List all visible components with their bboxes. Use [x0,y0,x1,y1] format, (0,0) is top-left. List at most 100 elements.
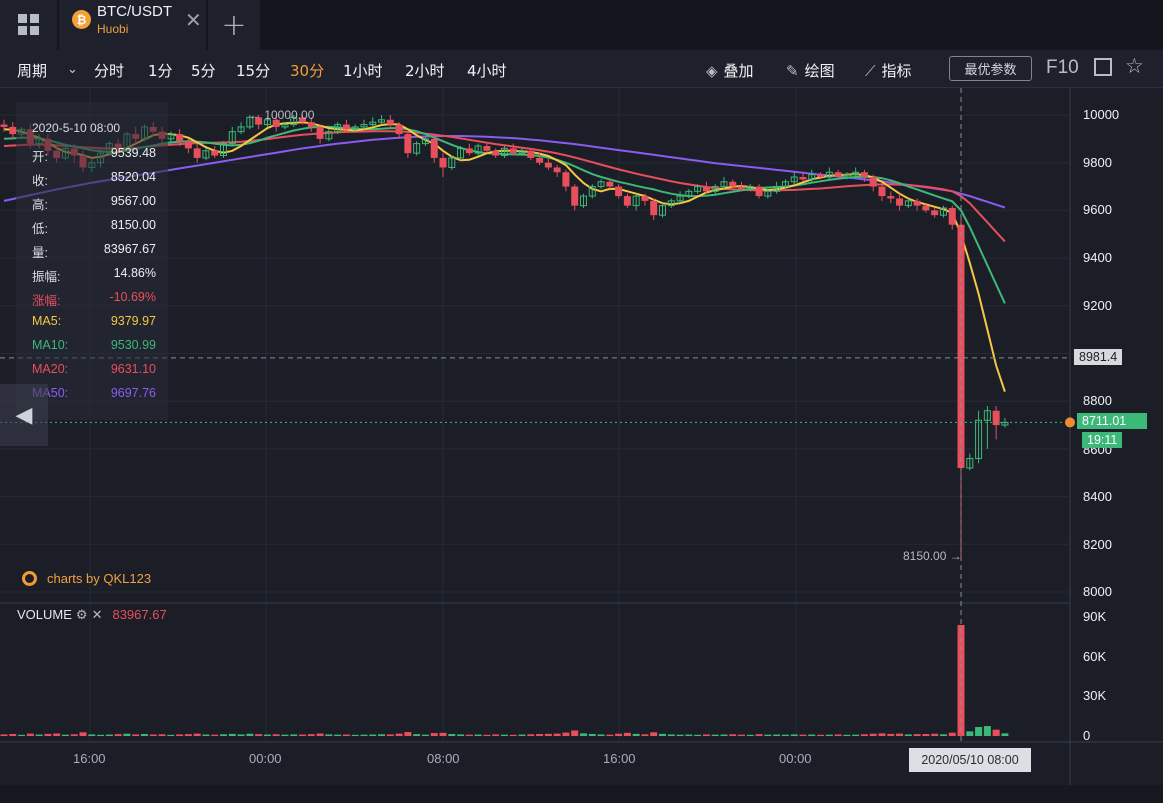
draw-button[interactable]: ✎ 绘图 [786,60,835,81]
tab-btc-usdt[interactable]: ₿ BTC/USDT Huobi ✕ [59,0,206,50]
indicator-label: 指标 [881,62,912,80]
volume-bar [676,734,684,736]
period-2h[interactable]: 2小时 [405,62,445,80]
overlay-button[interactable]: ◈ 叠加 [706,60,754,81]
volume-bar [325,734,333,736]
candle-body [983,410,991,421]
volume-bar [272,734,280,736]
ohlc-info-panel: 2020-5-10 08:00 开: 9539.48 收: 8520.04 高: 9567… [16,102,168,420]
volume-bar [421,734,429,736]
optimal-params-button[interactable]: 最优参数 [949,56,1032,81]
volume-bar [720,734,728,736]
volume-bar [228,733,236,736]
candle-body [202,150,210,159]
fullscreen-icon[interactable] [1094,58,1112,76]
volume-bar [904,734,912,736]
volume-bar [0,734,8,736]
candle-body [764,190,772,197]
volume-bar [685,734,693,736]
time-axis-label: 08:00 [427,751,460,766]
candlestick-chart[interactable] [0,88,1163,785]
high-annotation: ← 10000.00 [249,108,315,122]
period-1m[interactable]: 1分 [148,62,173,80]
f10-button[interactable]: F10 [1046,57,1079,78]
volume-bar [492,734,500,736]
candle-body [966,457,974,469]
period-fenshi[interactable]: 分时 [94,62,125,80]
volume-bar [597,734,605,736]
star-icon[interactable]: ☆ [1125,54,1144,78]
crosshair-date-tag: 2020/05/10 08:00 [909,748,1031,772]
grid-layout-button[interactable] [0,0,57,50]
close-icon[interactable]: ✕ [185,8,202,32]
volume-title: VOLUME ⚙ ✕ 83967.67 [17,607,167,623]
volume-bar [351,734,359,736]
volume-bar [255,734,263,736]
info-label: 低: [32,222,48,236]
volume-bar [184,734,192,736]
candle-body [0,124,8,127]
volume-bar [35,734,43,736]
indicator-button[interactable]: ⟋ 指标 [865,60,912,81]
volume-bar [334,734,342,736]
pencil-icon: ✎ [786,62,799,80]
info-value: 9567.00 [110,194,156,208]
close-icon[interactable]: ✕ [91,607,103,622]
info-label: 量: [32,246,48,260]
volume-bar [711,734,719,736]
chevron-down-icon[interactable]: ⌄ [67,62,78,77]
info-value: 14.86% [113,266,156,280]
volume-bar [9,734,17,736]
candle-body [184,141,192,149]
info-label: 收: [32,174,48,188]
info-value: 9379.97 [110,314,156,328]
candle-body [483,146,491,151]
candle-body [588,186,596,197]
candle-body [307,122,315,127]
candle-body [465,148,473,154]
candle-body [799,177,807,180]
candle-body [755,186,763,197]
gear-icon[interactable]: ⚙ [75,607,88,622]
price-axis-label: 9400 [1083,250,1112,265]
candle-body [711,186,719,192]
period-5m[interactable]: 5分 [191,62,216,80]
candle-body [931,210,939,216]
scroll-left-button[interactable]: ◀ [0,384,48,446]
period-4h[interactable]: 4小时 [467,62,507,80]
qkl-logo-icon [22,571,37,586]
candle-body [395,124,403,135]
candle-body [272,119,280,127]
period-30m[interactable]: 30分 [290,62,325,80]
volume-bar [509,734,517,736]
candle-body [975,419,983,459]
candle-body [825,171,833,178]
candle-body [922,205,930,211]
volume-axis-label: 60K [1083,649,1107,664]
price-axis-label: 9600 [1083,202,1112,217]
volume-bar [193,733,201,736]
candle-body [632,195,640,207]
candle-body [957,224,965,468]
period-1h[interactable]: 1小时 [343,62,383,80]
volume-bar [386,734,394,736]
candle-body [808,174,816,180]
bitcoin-icon: ₿ [72,10,91,29]
candle-body [834,172,842,178]
info-value: 83967.67 [103,242,156,256]
period-15m[interactable]: 15分 [236,62,271,80]
tab-exchange: Huobi [97,22,129,36]
add-tab-button[interactable]: + [208,0,260,50]
volume-axis-label: 90K [1083,609,1107,624]
volume-bar [430,733,438,736]
candle-body [623,196,631,206]
volume-bar [755,734,763,736]
volume-bar [342,734,350,736]
candle-body [860,172,868,178]
volume-bar [246,733,254,736]
volume-bar [808,734,816,736]
candle-body [843,174,851,178]
time-axis-label: 16:00 [73,751,106,766]
volume-value: 83967.67 [112,607,167,622]
volume-bar [817,734,825,736]
